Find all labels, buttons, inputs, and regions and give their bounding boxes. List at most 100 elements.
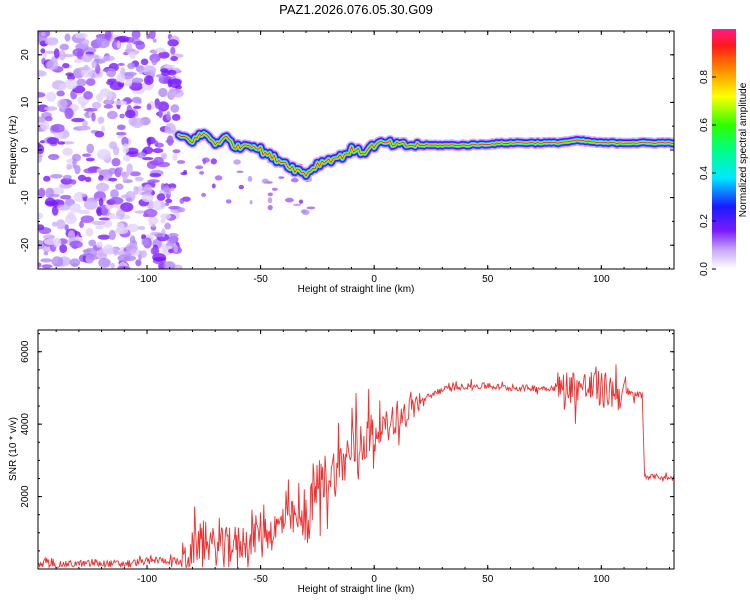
noise-blob	[74, 32, 88, 39]
noise-blob	[90, 75, 96, 79]
y-tick-label: 6000	[20, 340, 31, 363]
noise-blob	[135, 259, 142, 267]
noise-blob	[171, 113, 181, 121]
noise-blob	[169, 78, 182, 89]
noise-blob	[151, 58, 158, 66]
noise-blob	[107, 110, 118, 120]
noise-blob	[64, 108, 74, 119]
noise-blob	[38, 117, 46, 124]
noise-blob	[134, 210, 147, 214]
noise-blob	[150, 246, 160, 256]
x-tick-label: 50	[482, 274, 494, 285]
noise-blob	[103, 244, 114, 255]
noise-blob	[98, 217, 111, 221]
scatter-blob	[306, 206, 316, 210]
noise-blob	[131, 117, 144, 128]
noise-blob	[38, 154, 43, 163]
noise-blob	[38, 262, 42, 268]
noise-blob	[103, 104, 114, 109]
noise-blob	[38, 144, 45, 155]
colorbar-tick-label: 0.4	[699, 166, 710, 180]
y-tick-label: -20	[20, 238, 31, 253]
noise-blob	[44, 37, 59, 46]
noise-blob	[110, 262, 115, 269]
noise-blob	[141, 234, 147, 240]
noise-blob	[98, 197, 104, 207]
colorbar-label: Normalized spectral amplitude	[738, 82, 749, 217]
noise-blob	[131, 77, 144, 84]
noise-blob	[95, 37, 105, 43]
noise-blob	[94, 130, 105, 138]
noise-blob	[91, 112, 96, 122]
scatter-blob	[267, 204, 273, 211]
scatter-blob	[177, 207, 186, 213]
noise-blob	[41, 264, 53, 269]
noise-blob	[85, 157, 95, 162]
snr-series-line	[38, 364, 674, 569]
noise-blob	[86, 143, 94, 154]
noise-blob	[160, 218, 166, 224]
noise-blob	[81, 193, 87, 198]
noise-blob	[113, 100, 127, 106]
noise-blob	[166, 238, 177, 243]
scatter-blob	[267, 192, 273, 197]
y-tick-label: -10	[20, 190, 31, 205]
noise-blob	[136, 152, 147, 159]
noise-blob	[108, 229, 116, 241]
noise-blob	[170, 187, 175, 192]
noise-blob	[117, 254, 131, 262]
colorbar-tick-label: 0.0	[699, 262, 710, 276]
noise-blob	[129, 81, 143, 91]
noise-blob	[98, 257, 111, 268]
noise-blob	[44, 50, 56, 54]
scatter-blob	[293, 203, 302, 207]
noise-blob	[38, 187, 46, 198]
scatter-blob	[195, 165, 204, 170]
noise-blob	[40, 258, 53, 263]
noise-blob	[96, 149, 111, 160]
noise-blob	[141, 193, 154, 203]
noise-blob	[126, 223, 140, 233]
noise-blob	[172, 149, 181, 154]
snr-ylabel: SNR (10 * v/v)	[8, 417, 19, 481]
noise-blob	[65, 72, 74, 77]
noise-blob	[149, 160, 159, 166]
noise-blob	[102, 219, 113, 228]
noise-blob	[80, 215, 95, 223]
scatter-blob	[201, 192, 207, 197]
noise-blob	[142, 157, 154, 161]
scatter-blob	[238, 184, 244, 190]
noise-blob	[102, 55, 115, 62]
noise-blob	[85, 256, 99, 260]
noise-blob	[63, 174, 72, 180]
noise-blob	[164, 222, 171, 230]
noise-blob	[64, 33, 71, 42]
noise-blob	[67, 230, 76, 240]
noise-blob	[163, 64, 176, 69]
noise-blob	[77, 174, 87, 182]
noise-blob	[127, 62, 136, 70]
noise-blob	[69, 240, 83, 249]
noise-blob	[56, 90, 65, 97]
noise-blob	[95, 225, 104, 230]
noise-blob	[117, 250, 131, 256]
spectrogram-ylabel: Frequency (Hz)	[8, 116, 19, 185]
noise-blob	[57, 98, 68, 110]
noise-blob	[109, 197, 124, 205]
noise-blob	[53, 237, 62, 248]
scatter-blob	[271, 187, 278, 191]
noise-blob	[51, 123, 65, 133]
noise-blob	[40, 140, 46, 144]
noise-blob	[108, 177, 118, 182]
noise-blob	[125, 79, 133, 88]
noise-blob	[140, 250, 147, 258]
scatter-blob	[183, 169, 188, 175]
noise-blob	[97, 234, 111, 240]
noise-blob	[40, 31, 46, 36]
noise-blob	[78, 66, 90, 71]
x-tick-label: 100	[593, 274, 610, 285]
noise-blob	[50, 174, 63, 179]
scatter-blob	[290, 178, 299, 183]
noise-blob	[38, 70, 47, 77]
noise-blob	[161, 70, 171, 77]
